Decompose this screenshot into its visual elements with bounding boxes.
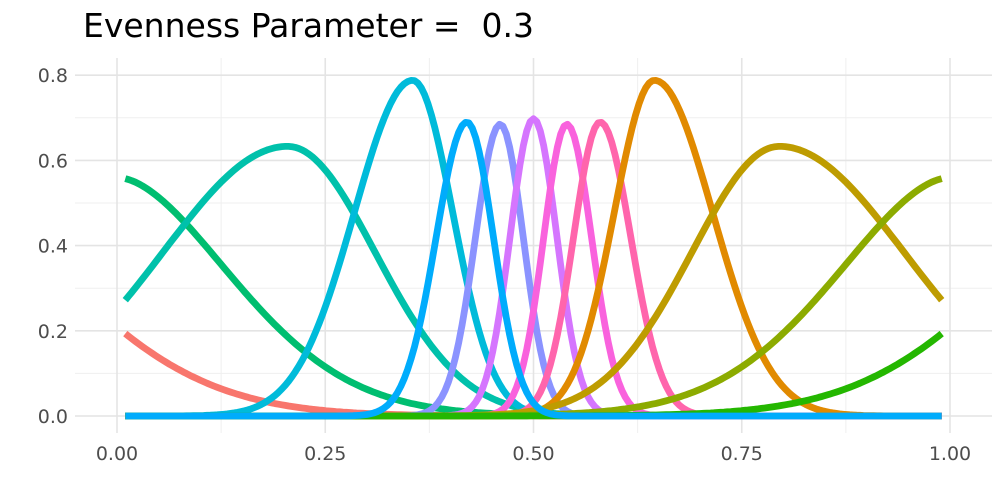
y-tick-label: 0.2 — [38, 321, 68, 343]
chart-title: Evenness Parameter = 0.3 — [83, 6, 534, 45]
x-tick-label: 0.25 — [304, 443, 346, 465]
x-tick-label: 0.00 — [96, 443, 138, 465]
y-tick-label: 0.4 — [38, 236, 68, 258]
y-tick-label: 0.6 — [38, 150, 68, 172]
x-tick-label: 0.50 — [512, 443, 554, 465]
x-tick-label: 0.75 — [721, 443, 763, 465]
x-axis-tick-labels: 0.00 0.25 0.50 0.75 1.00 — [96, 443, 971, 465]
y-tick-label: 0.0 — [38, 406, 68, 428]
curve-species-05 — [125, 119, 942, 420]
y-axis-tick-labels: 0.0 0.2 0.4 0.6 0.8 — [38, 65, 68, 428]
x-tick-label: 1.00 — [929, 443, 971, 465]
curves — [122, 77, 945, 420]
gridlines-major — [75, 58, 992, 433]
y-tick-label: 0.8 — [38, 65, 68, 87]
